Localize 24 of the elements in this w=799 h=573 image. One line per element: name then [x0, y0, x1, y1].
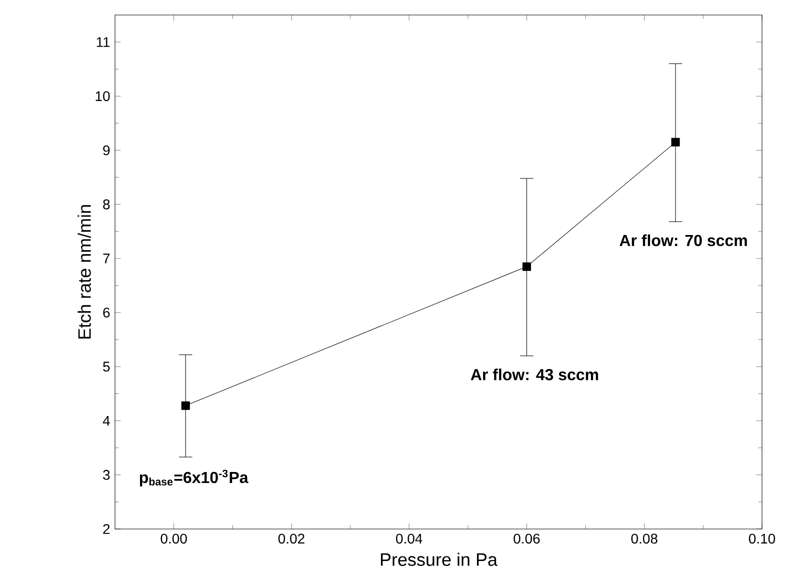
point	[181, 401, 190, 410]
x-tick-label: 0.02	[278, 534, 304, 544]
y-tick-label: 6	[103, 308, 110, 318]
x-tick-label: 0.08	[631, 534, 658, 544]
x-tick-label: 0.04	[396, 534, 422, 544]
y-tick-label: 9	[103, 145, 110, 156]
y-tick-label: 8	[103, 199, 110, 210]
y-tick-label: 4	[102, 416, 110, 426]
y-tick-label: 10	[96, 91, 110, 102]
y-tick-label: 7	[103, 254, 110, 264]
annotation: Ar flow: 70 sccm	[620, 234, 747, 246]
y-tick-label: 5	[103, 362, 110, 372]
y-tick-label: 11	[96, 37, 110, 47]
point	[522, 262, 531, 271]
x-tick-label: 0.10	[748, 534, 776, 544]
annotation: Ar flow: 43 sccm	[470, 368, 598, 380]
y-axis-title: Etch rate nm/min	[78, 205, 91, 339]
x-axis-title: Pressure in Pa	[380, 552, 498, 566]
point	[671, 138, 680, 146]
y-tick-label: 3	[103, 470, 110, 480]
x-tick-label: 0.06	[514, 534, 540, 544]
y-tick-label: 2	[103, 524, 110, 534]
annotation: p$_{base}$=6x10$^{-3}$Pa	[140, 470, 248, 486]
x-tick-label: 0.00	[160, 534, 187, 544]
